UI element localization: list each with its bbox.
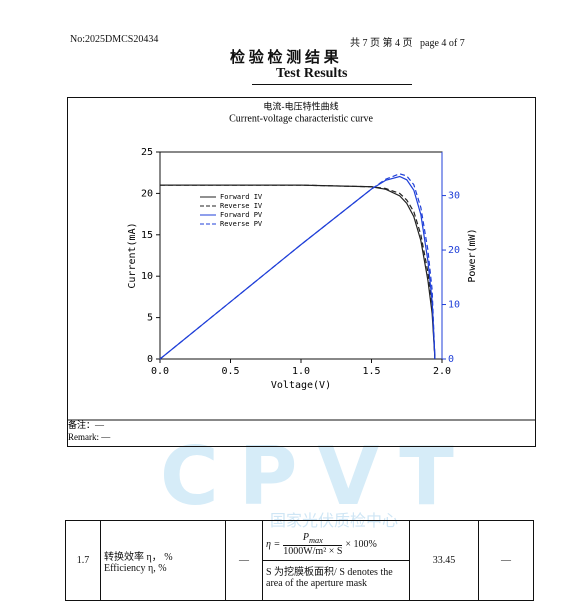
table-row: 1.7 转换效率 η， % Efficiency η, % — η = Pmax 10… (65, 520, 534, 601)
fraction: Pmax 1000W/m² × S (283, 532, 343, 557)
watermark-logo: CPVT (160, 430, 474, 523)
x-tick-label: 0.0 (151, 366, 169, 377)
chart: 电流-电压特性曲线 Current-voltage characteristic… (67, 97, 536, 447)
legend-label: Reverse PV (220, 220, 263, 228)
numerator: P (302, 532, 309, 543)
y-axis-label: Current(mA) (127, 222, 138, 288)
title-cn: 检 验 检 测 结 果 (230, 50, 339, 66)
formula-lhs: η = (266, 539, 281, 550)
formula-tail: × 100% (345, 539, 377, 550)
formula-note: S 为挖膜板面积/ S denotes the area of the aper… (263, 560, 409, 589)
note-cn: 备注：— (68, 419, 105, 430)
cell: 1.7 (65, 520, 101, 601)
y-tick-label: 20 (141, 188, 153, 199)
denominator: 1000W/m² × S (283, 546, 343, 557)
chart-title: 电流-电压特性曲线 (263, 101, 338, 113)
cell: 转换效率 η， % Efficiency η, % (100, 520, 226, 601)
series-line (159, 173, 436, 360)
cell: η = Pmax 1000W/m² × S × 100% S 为挖膜板面积/ S de… (262, 520, 410, 601)
cell: 33.45 (409, 520, 479, 601)
legend-label: Forward IV (220, 193, 263, 201)
y2-tick-label: 0 (448, 354, 454, 365)
y2-axis-label: Power(mW) (467, 228, 478, 282)
plot-frame (159, 151, 443, 360)
report-no: No:2025DMCS20434 (70, 34, 159, 45)
cell-text: Efficiency η, % (104, 562, 167, 574)
x-tick-label: 1.5 (362, 366, 380, 377)
series-line (160, 184, 436, 360)
chart-subtitle: Current-voltage characteristic curve (229, 113, 373, 124)
note-en: Remark: — (68, 432, 111, 442)
y-tick-label: 25 (141, 147, 153, 158)
legend-label: Forward PV (220, 211, 263, 219)
series-line (159, 175, 436, 360)
x-tick-label: 1.0 (292, 366, 310, 377)
cell: — (225, 520, 263, 601)
cell-text: 转换效率 η， % (104, 551, 173, 563)
y-tick-label: 15 (141, 230, 153, 241)
x-axis-label: Voltage(V) (271, 380, 331, 391)
x-tick-label: 2.0 (433, 366, 451, 377)
chart-frame (67, 97, 536, 447)
y-tick-label: 10 (141, 271, 153, 282)
y2-tick-label: 30 (448, 191, 460, 202)
y2-tick-label: 20 (448, 245, 460, 256)
page-info: 共 7 页 第 4 页 page 4 of 7 (350, 38, 465, 49)
x-tick-label: 0.5 (221, 366, 239, 377)
title-rule (252, 84, 412, 85)
numerator-sub: max (308, 536, 323, 545)
cell: — (478, 520, 534, 601)
series-line (160, 184, 436, 360)
legend-label: Reverse IV (220, 202, 263, 210)
result-table: 1.7 转换效率 η， % Efficiency η, % — η = Pmax 10… (65, 520, 534, 601)
title-en: Test Results (276, 66, 348, 81)
y-tick-label: 0 (147, 354, 153, 365)
formula: η = Pmax 1000W/m² × S × 100% (266, 532, 406, 557)
y2-tick-label: 10 (448, 300, 460, 311)
y-tick-label: 5 (147, 313, 153, 324)
